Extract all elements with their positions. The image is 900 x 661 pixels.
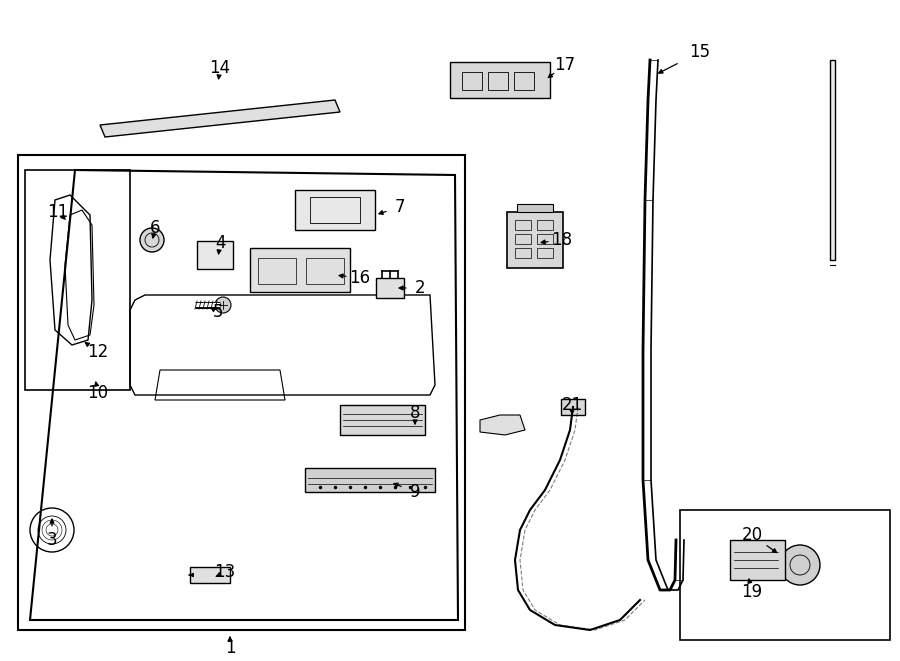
Text: 20: 20 bbox=[742, 526, 762, 544]
Bar bbox=[507, 212, 563, 268]
Polygon shape bbox=[100, 100, 340, 137]
Circle shape bbox=[215, 297, 231, 313]
Text: 15: 15 bbox=[689, 43, 711, 61]
Text: 13: 13 bbox=[214, 563, 236, 581]
Text: 16: 16 bbox=[349, 269, 371, 287]
Text: 7: 7 bbox=[395, 198, 405, 216]
Text: 17: 17 bbox=[554, 56, 576, 74]
Bar bbox=[514, 72, 534, 90]
Circle shape bbox=[780, 545, 820, 585]
Polygon shape bbox=[480, 415, 525, 435]
Bar bbox=[515, 248, 531, 258]
Text: 8: 8 bbox=[410, 404, 420, 422]
Bar bbox=[537, 248, 553, 258]
Bar bbox=[517, 204, 553, 212]
Bar bbox=[488, 72, 508, 90]
Bar bbox=[258, 258, 296, 284]
Text: 18: 18 bbox=[552, 231, 572, 249]
Bar bbox=[450, 62, 550, 98]
Text: 9: 9 bbox=[410, 483, 420, 501]
Bar bbox=[515, 234, 531, 244]
Text: 4: 4 bbox=[215, 234, 225, 252]
Text: 2: 2 bbox=[415, 279, 426, 297]
Text: 1: 1 bbox=[225, 639, 235, 657]
Bar bbox=[18, 155, 465, 630]
Circle shape bbox=[140, 228, 164, 252]
Polygon shape bbox=[830, 60, 835, 260]
Bar bbox=[295, 190, 375, 230]
Text: 11: 11 bbox=[48, 203, 68, 221]
Text: 5: 5 bbox=[212, 303, 223, 321]
Text: 21: 21 bbox=[562, 396, 582, 414]
Bar bbox=[462, 72, 482, 90]
Text: 12: 12 bbox=[87, 343, 109, 361]
Bar bbox=[376, 278, 404, 298]
Bar bbox=[306, 258, 344, 284]
Bar bbox=[537, 220, 553, 230]
Bar bbox=[730, 540, 785, 580]
Bar bbox=[680, 510, 890, 640]
Bar bbox=[190, 567, 230, 583]
Bar bbox=[561, 399, 585, 415]
Bar bbox=[340, 405, 425, 435]
Text: 10: 10 bbox=[87, 384, 109, 402]
Bar bbox=[197, 241, 233, 269]
Text: 19: 19 bbox=[742, 583, 762, 601]
Bar bbox=[515, 220, 531, 230]
Bar bbox=[305, 468, 435, 492]
Bar bbox=[25, 170, 130, 390]
Text: 14: 14 bbox=[210, 59, 230, 77]
Bar bbox=[250, 248, 350, 292]
Text: 6: 6 bbox=[149, 219, 160, 237]
Text: 3: 3 bbox=[47, 531, 58, 549]
Bar bbox=[537, 234, 553, 244]
Bar bbox=[310, 197, 360, 223]
